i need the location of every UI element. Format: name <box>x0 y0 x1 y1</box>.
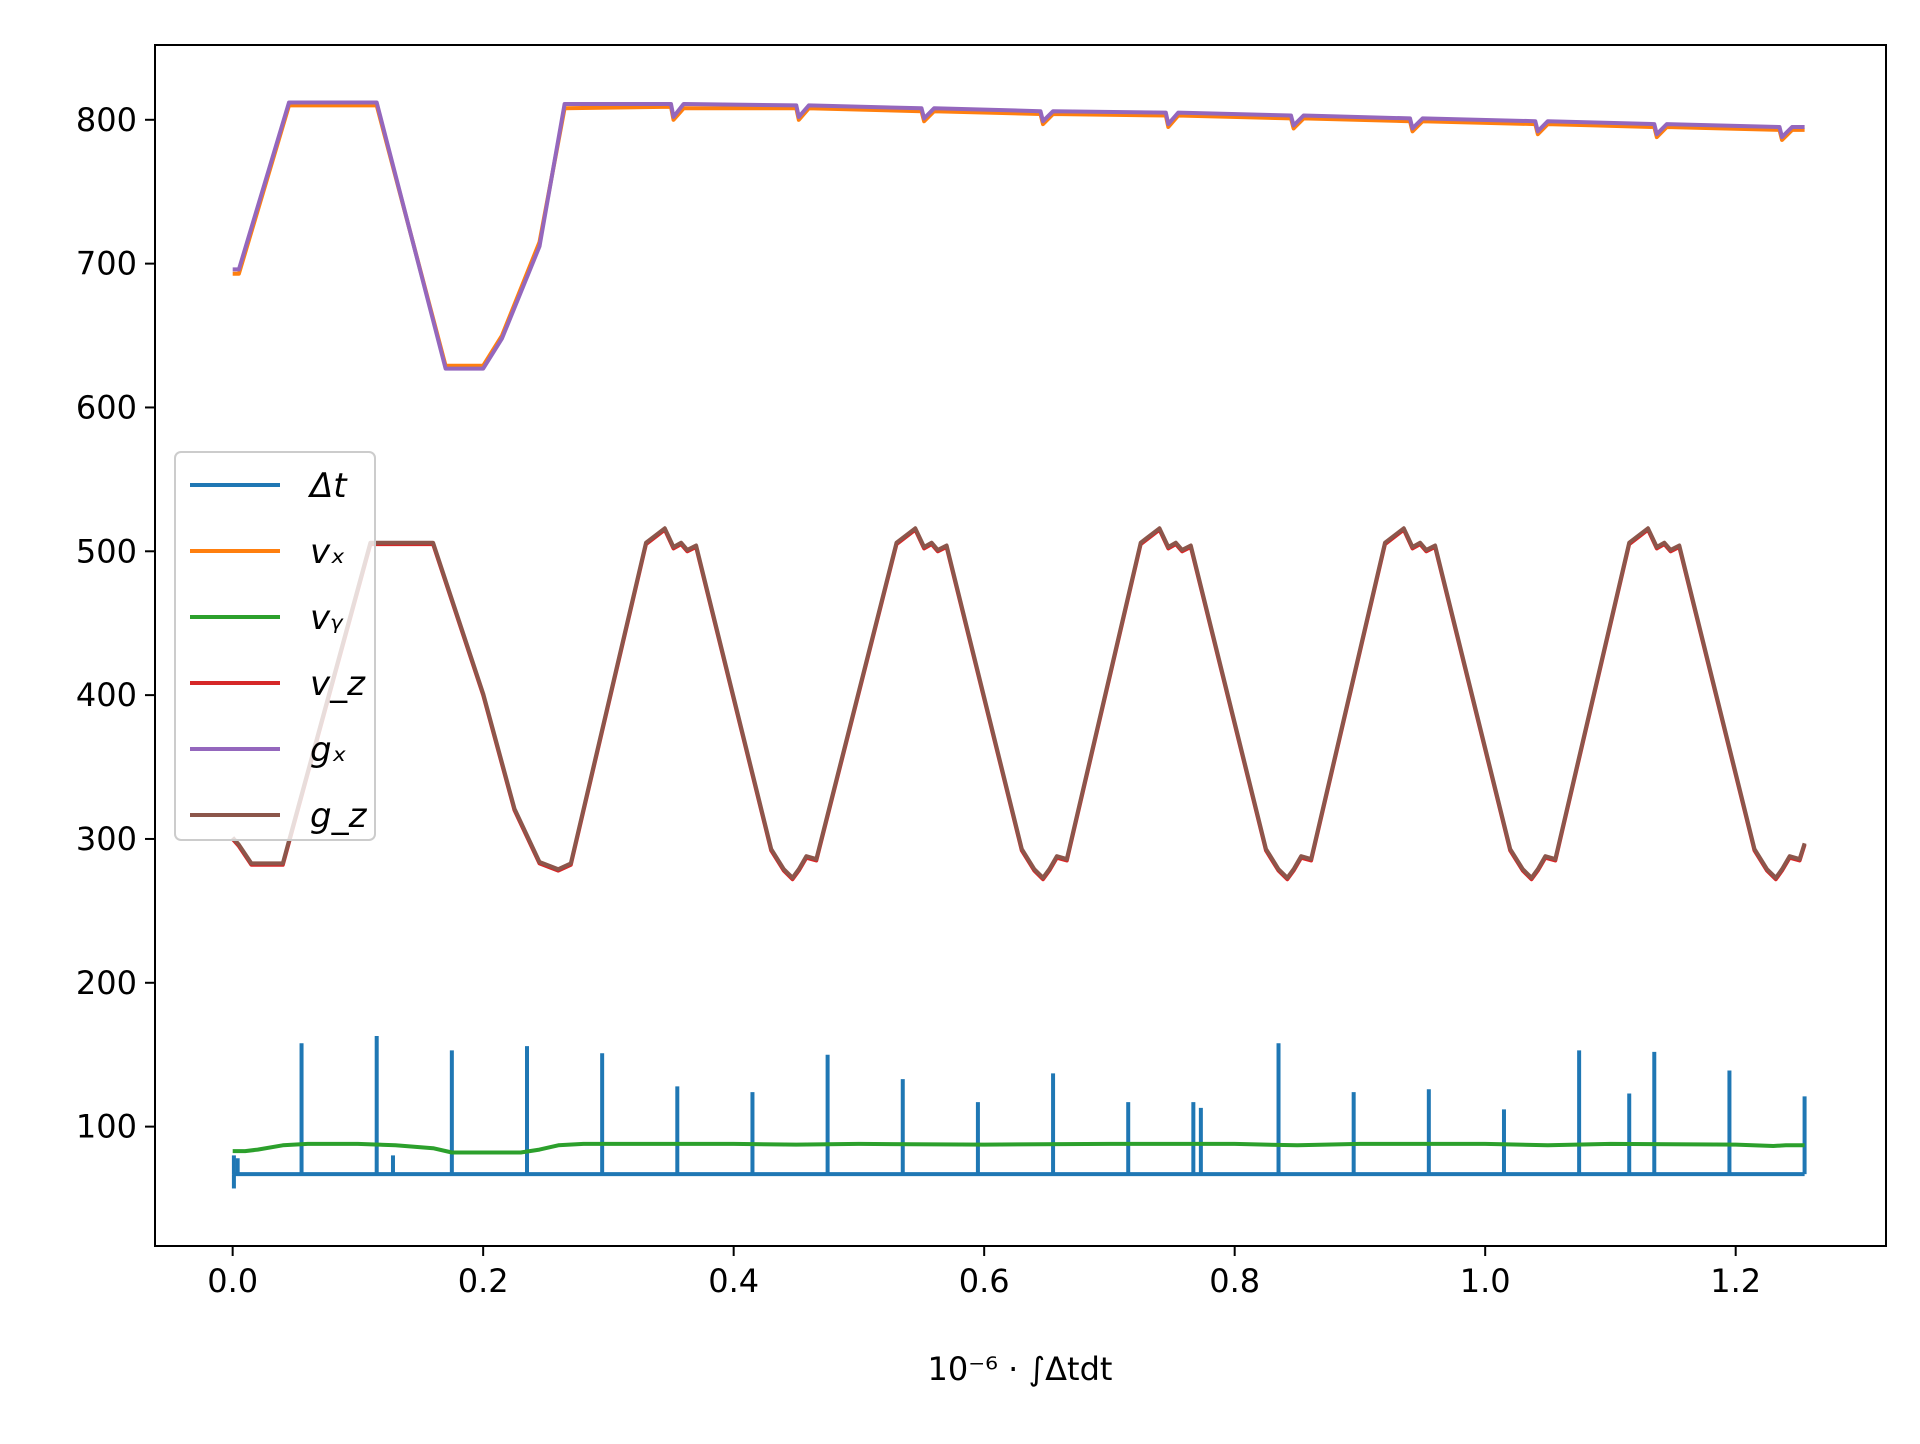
series-layer <box>231 100 1807 1189</box>
legend-label-4: gₓ <box>310 730 347 770</box>
series-line-4 <box>232 100 1805 371</box>
y-tick-label: 700 <box>76 245 137 283</box>
series-line-2 <box>232 1141 1805 1155</box>
y-tick-label: 200 <box>76 964 137 1002</box>
y-tick-label: 400 <box>76 676 137 714</box>
y-axis: 100 200 300 400 500 600 700 800 <box>76 101 155 1146</box>
legend-label-5: g_z <box>310 796 368 836</box>
legend: Δt vₓ vᵧ v_z gₓ g_z <box>174 451 376 841</box>
x-tick-label: 0.2 <box>458 1262 509 1300</box>
y-tick-label: 500 <box>76 532 137 570</box>
legend-box <box>174 451 376 841</box>
x-axis: 0.0 0.2 0.4 0.6 0.8 1.0 1.2 <box>207 1246 1761 1300</box>
y-tick-label: 600 <box>76 388 137 426</box>
x-tick-label: 1.2 <box>1710 1262 1761 1300</box>
legend-label-2: vᵧ <box>310 598 344 638</box>
y-tick-label: 100 <box>76 1108 137 1146</box>
x-tick-label: 1.0 <box>1460 1262 1511 1300</box>
x-tick-label: 0.0 <box>207 1262 258 1300</box>
x-tick-label: 0.4 <box>708 1262 759 1300</box>
y-tick-label: 300 <box>76 820 137 858</box>
y-tick-label: 800 <box>76 101 137 139</box>
axes-frame <box>154 44 1887 1247</box>
x-axis-label: 10⁻⁶ · ∫Δtdt <box>928 1350 1113 1388</box>
legend-label-0: Δt <box>307 466 348 506</box>
legend-label-3: v_z <box>310 664 366 704</box>
series-line-1 <box>232 103 1805 368</box>
legend-label-1: vₓ <box>310 532 345 572</box>
x-tick-label: 0.8 <box>1209 1262 1260 1300</box>
x-tick-label: 0.6 <box>959 1262 1010 1300</box>
series-line-3 <box>231 527 1807 882</box>
series-line-5 <box>231 526 1807 880</box>
